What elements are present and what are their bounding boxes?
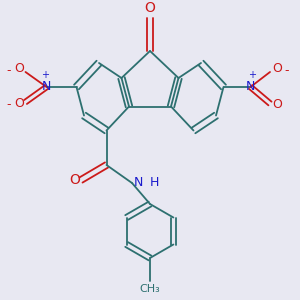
Text: +: + (248, 70, 256, 80)
Text: N: N (246, 80, 255, 94)
Text: N: N (42, 80, 51, 94)
Text: N: N (134, 176, 143, 190)
Text: O: O (145, 1, 155, 15)
Text: -: - (7, 64, 11, 77)
Text: CH₃: CH₃ (140, 284, 160, 293)
Text: O: O (273, 62, 282, 76)
Text: -: - (7, 98, 11, 112)
Text: O: O (15, 97, 24, 110)
Text: O: O (273, 98, 282, 112)
Text: +: + (41, 70, 49, 80)
Text: O: O (15, 62, 24, 76)
Text: O: O (70, 173, 80, 187)
Text: H: H (150, 176, 159, 190)
Text: -: - (284, 64, 289, 77)
